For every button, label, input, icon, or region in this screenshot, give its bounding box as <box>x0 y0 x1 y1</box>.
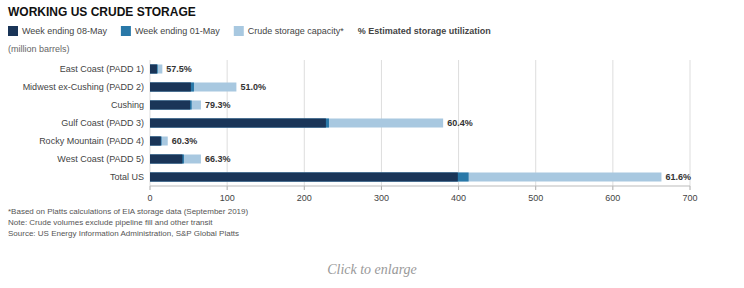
utilization-label: 61.6% <box>665 172 691 182</box>
category-label: Cushing <box>111 100 144 110</box>
grid-line <box>535 60 536 186</box>
tick-label: 500 <box>528 193 543 203</box>
bar <box>150 137 168 146</box>
bar <box>150 65 157 74</box>
utilization-label: 66.3% <box>205 154 231 164</box>
grid-line <box>690 60 691 186</box>
chart: WORKING US CRUDE STORAGE Week ending 08-M… <box>0 0 744 288</box>
bar <box>150 65 158 74</box>
grid-line <box>612 60 613 186</box>
legend-label: Week ending 01-May <box>135 26 220 36</box>
tick-label: 0 <box>147 193 152 203</box>
utilization-label: 51.0% <box>240 82 266 92</box>
tick-label: 300 <box>374 193 389 203</box>
footnotes: *Based on Platts calculations of EIA sto… <box>8 207 248 238</box>
tick-label: 700 <box>682 193 697 203</box>
category-label: West Coast (PADD 5) <box>57 154 144 164</box>
utilization-labels: 57.5% 51.0% 79.3% 60.4% 60.3% 66.3% 61.6% <box>166 64 691 182</box>
tick-label: 100 <box>220 193 235 203</box>
bar <box>150 137 161 146</box>
subtitle: (million barrels) <box>8 44 70 54</box>
tick-mark <box>304 186 305 190</box>
legend-label: Week ending 08-May <box>22 26 107 36</box>
bar <box>150 155 201 164</box>
bar <box>150 119 443 128</box>
utilization-label: 60.4% <box>447 118 473 128</box>
bar <box>150 173 469 182</box>
category-label: Total US <box>110 172 144 182</box>
bar <box>150 173 458 182</box>
tick-label: 600 <box>605 193 620 203</box>
utilization-label: 60.3% <box>172 136 198 146</box>
axis-line <box>150 186 690 187</box>
tick-label: 200 <box>297 193 312 203</box>
category-label: East Coast (PADD 1) <box>60 64 144 74</box>
bar <box>150 173 661 182</box>
tick-mark <box>458 186 459 190</box>
utilization-label: 79.3% <box>205 100 231 110</box>
y-axis: East Coast (PADD 1) Midwest ex-Cushing (P… <box>23 64 144 182</box>
bar <box>150 101 190 110</box>
legend-label: Crude storage capacity* <box>248 26 345 36</box>
legend-swatch <box>121 26 131 36</box>
bar <box>150 119 329 128</box>
bar <box>150 155 184 164</box>
bar <box>150 101 201 110</box>
bar <box>150 137 162 146</box>
bar <box>150 83 194 92</box>
legend-swatch <box>8 26 18 36</box>
bar <box>150 83 191 92</box>
bar <box>150 119 326 128</box>
tick-mark <box>612 186 613 190</box>
caption: Click to enlarge <box>327 262 417 277</box>
tick-mark <box>381 186 382 190</box>
footnote: *Based on Platts calculations of EIA sto… <box>8 207 248 216</box>
category-label: Midwest ex-Cushing (PADD 2) <box>23 82 144 92</box>
category-label: Gulf Coast (PADD 3) <box>61 118 144 128</box>
bars <box>150 65 661 182</box>
bar <box>150 65 162 74</box>
tick-mark <box>150 186 151 190</box>
legend: Week ending 08-May Week ending 01-May Crud… <box>8 26 491 36</box>
bar <box>150 155 182 164</box>
title: WORKING US CRUDE STORAGE <box>8 5 196 19</box>
tick-mark <box>535 186 536 190</box>
legend-label: % Estimated storage utilization <box>358 26 491 36</box>
bar <box>150 83 236 92</box>
category-label: Rocky Mountain (PADD 4) <box>39 136 144 146</box>
tick-label: 400 <box>451 193 466 203</box>
x-axis: 0 100 200 300 400 500 600 700 <box>147 60 697 203</box>
footnote: Source: US Energy Information Administra… <box>8 229 239 238</box>
tick-mark <box>227 186 228 190</box>
footnote: Note: Crude volumes exclude pipeline fil… <box>8 218 213 227</box>
bar <box>150 101 192 110</box>
utilization-label: 57.5% <box>166 64 192 74</box>
tick-mark <box>690 186 691 190</box>
legend-swatch <box>234 26 244 36</box>
